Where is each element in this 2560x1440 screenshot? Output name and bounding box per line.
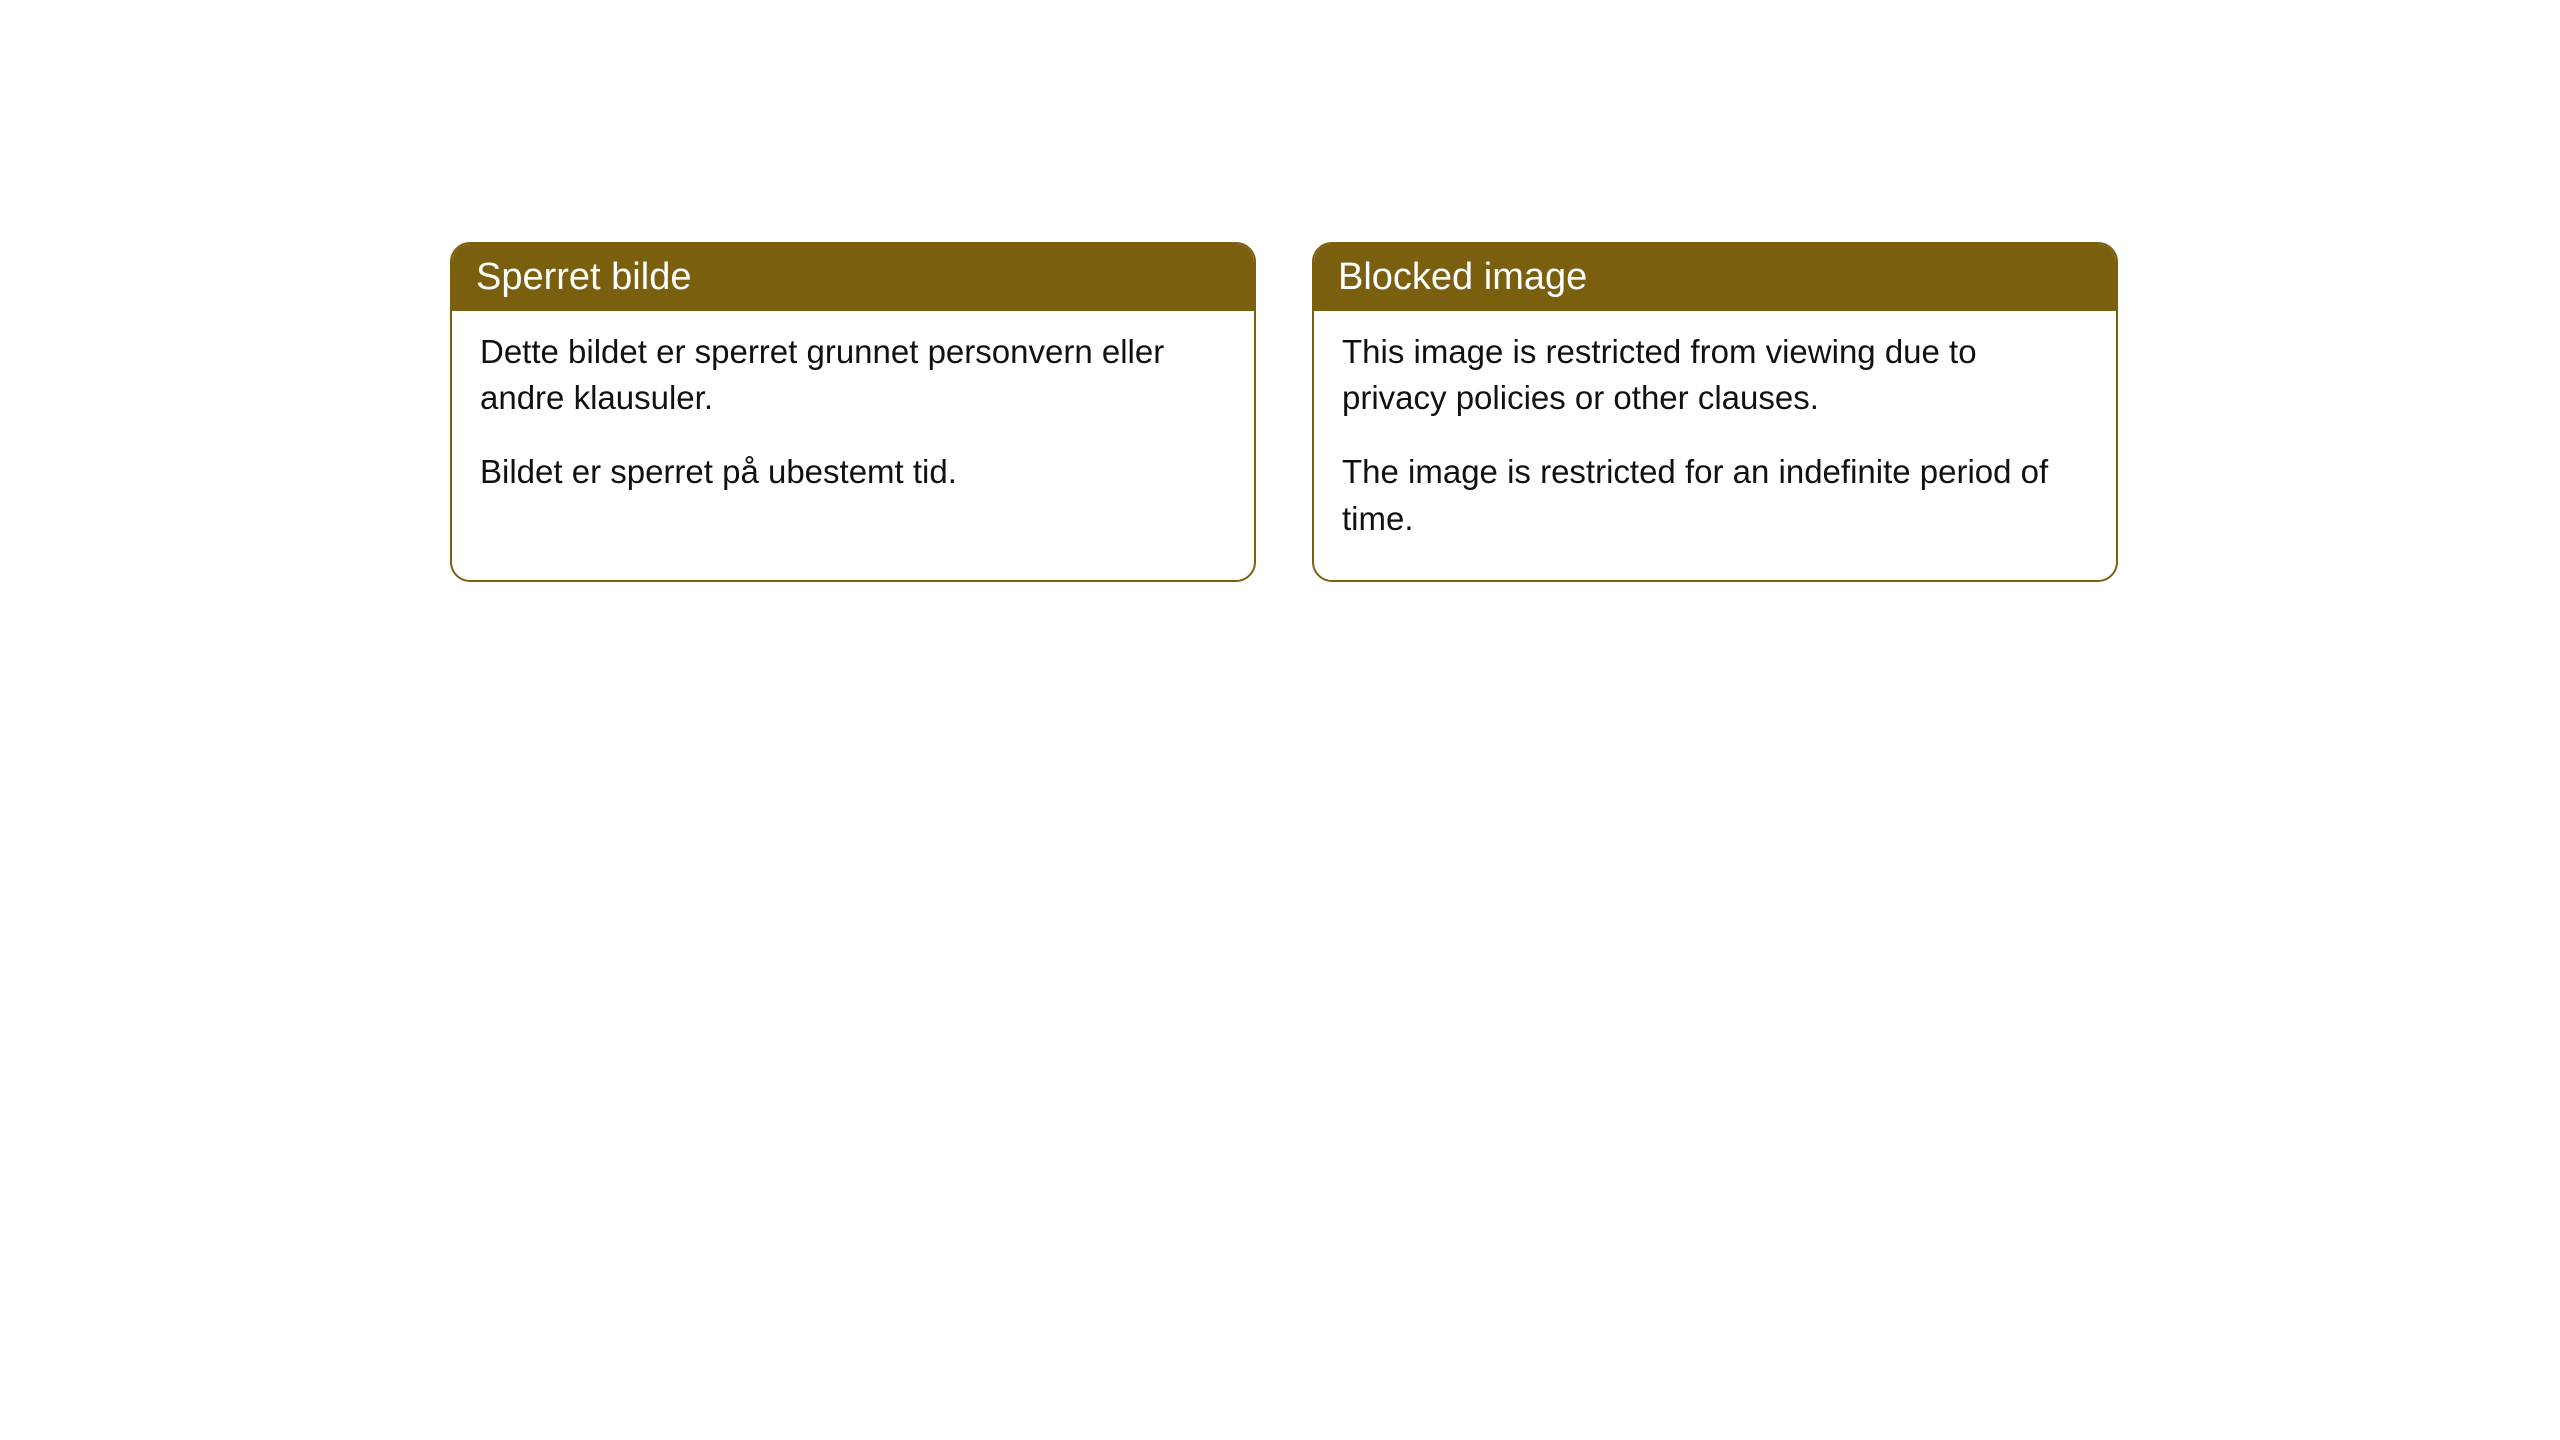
- card-header-no: Sperret bilde: [452, 244, 1254, 311]
- blocked-image-card-no: Sperret bilde Dette bildet er sperret gr…: [450, 242, 1256, 582]
- card-title-en: Blocked image: [1338, 256, 1587, 298]
- blocked-image-card-en: Blocked image This image is restricted f…: [1312, 242, 2118, 582]
- card-container: Sperret bilde Dette bildet er sperret gr…: [0, 0, 2560, 582]
- card-header-en: Blocked image: [1314, 244, 2116, 311]
- card-body-no: Dette bildet er sperret grunnet personve…: [452, 311, 1254, 534]
- card-paragraph-2-en: The image is restricted for an indefinit…: [1342, 449, 2088, 541]
- card-title-no: Sperret bilde: [476, 256, 691, 298]
- card-paragraph-2-no: Bildet er sperret på ubestemt tid.: [480, 449, 1226, 495]
- card-body-en: This image is restricted from viewing du…: [1314, 311, 2116, 580]
- card-paragraph-1-en: This image is restricted from viewing du…: [1342, 329, 2088, 421]
- card-paragraph-1-no: Dette bildet er sperret grunnet personve…: [480, 329, 1226, 421]
